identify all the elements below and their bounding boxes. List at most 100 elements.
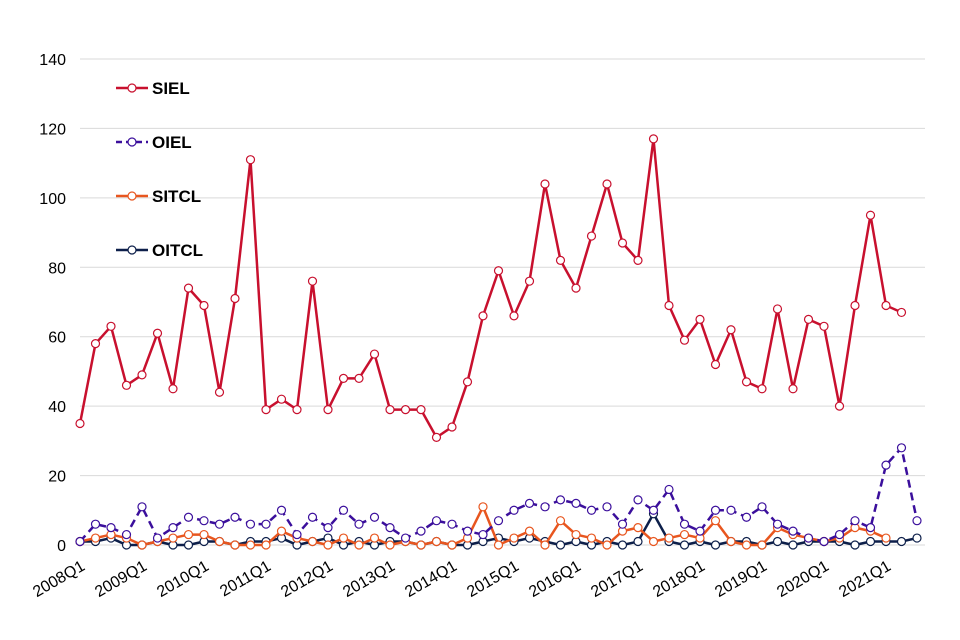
data-point: [245, 519, 256, 529]
data-point: [555, 255, 566, 265]
data-point: [323, 405, 333, 415]
data-point: [90, 339, 101, 349]
data-point: [757, 540, 767, 550]
y-tick-label: 120: [39, 121, 66, 138]
legend-label: SITCL: [152, 187, 201, 206]
gridlines: [80, 58, 925, 546]
legend-swatch-marker: [127, 191, 137, 201]
data-point: [369, 533, 380, 543]
data-point: [385, 405, 395, 415]
data-point: [710, 359, 721, 370]
data-point: [571, 529, 581, 540]
data-point: [602, 540, 612, 550]
x-tick-label: 2009Q1: [92, 558, 150, 601]
data-point: [261, 519, 271, 529]
data-point: [431, 516, 442, 526]
legend-swatch-marker: [127, 137, 137, 147]
legend: SIEL OIEL SITCL OITCL: [116, 79, 203, 260]
data-point: [292, 405, 302, 415]
series-line: [78, 137, 903, 439]
data-point: [261, 405, 271, 415]
data-point: [896, 536, 907, 547]
data-point: [788, 384, 798, 394]
data-point: [912, 516, 922, 526]
data-point: [447, 422, 457, 432]
data-point: [307, 536, 318, 547]
x-axis-ticks: 2008Q1 2009Q1 2010Q1 2011Q1 2012Q1 2013Q1 2014…: [30, 558, 894, 601]
data-point: [679, 519, 690, 529]
data-point: [679, 529, 690, 540]
legend-label: OIEL: [152, 133, 192, 152]
data-point: [152, 328, 163, 338]
data-point: [121, 529, 132, 540]
x-tick-label: 2021Q1: [836, 558, 894, 601]
data-point: [230, 293, 240, 304]
data-point: [168, 533, 178, 543]
data-point: [664, 533, 674, 543]
data-point: [245, 155, 256, 165]
data-point: [416, 540, 426, 550]
data-point: [183, 512, 194, 522]
data-point: [881, 300, 891, 311]
data-point: [137, 370, 147, 380]
data-point: [199, 300, 209, 311]
data-point: [276, 526, 287, 536]
data-point: [819, 536, 829, 547]
data-point: [679, 335, 690, 345]
data-point: [788, 540, 798, 550]
data-point: [152, 533, 163, 543]
data-point: [431, 536, 442, 547]
data-point: [75, 418, 85, 429]
y-tick-label: 20: [48, 469, 66, 486]
data-point: [772, 536, 783, 547]
legend-item-oiel: OIEL: [116, 133, 192, 152]
data-point: [617, 540, 628, 550]
legend-swatch-marker: [127, 245, 137, 255]
data-point: [741, 377, 752, 387]
data-point: [726, 505, 736, 515]
y-tick-label: 80: [48, 260, 66, 277]
data-point: [183, 540, 194, 550]
data-point: [571, 283, 581, 293]
data-point: [106, 321, 116, 331]
data-point: [586, 231, 597, 241]
data-point: [168, 384, 178, 394]
data-point: [338, 505, 349, 515]
data-point: [555, 540, 566, 550]
data-point: [447, 519, 457, 529]
data-point: [586, 533, 597, 543]
data-point: [354, 519, 364, 529]
data-point: [524, 498, 535, 508]
data-point: [896, 443, 907, 453]
data-point: [788, 526, 798, 536]
y-axis-ticks: 0 20 40 60 80 100 120 140: [39, 52, 66, 555]
data-point: [369, 349, 380, 359]
data-point: [865, 523, 876, 533]
x-tick-label: 2014Q1: [402, 558, 460, 601]
data-point: [493, 516, 504, 526]
data-point: [168, 523, 178, 533]
legend-swatch-marker: [127, 83, 137, 93]
data-point: [416, 526, 426, 536]
data-point: [819, 321, 829, 331]
data-point: [633, 255, 643, 265]
data-point: [478, 529, 488, 540]
data-point: [478, 311, 488, 321]
series-siel: [75, 134, 907, 442]
data-point: [106, 523, 116, 533]
data-point: [75, 536, 85, 547]
legend-item-siel: SIEL: [116, 79, 190, 98]
data-point: [199, 516, 209, 526]
data-point: [137, 502, 147, 512]
data-point: [509, 311, 519, 321]
y-tick-label: 140: [39, 52, 66, 69]
data-point: [865, 210, 876, 220]
data-point: [710, 516, 721, 526]
data-point: [741, 540, 752, 550]
data-point: [199, 529, 209, 540]
data-point: [648, 134, 659, 144]
data-point: [431, 432, 442, 442]
data-point: [617, 238, 628, 248]
data-point: [664, 300, 674, 311]
data-point: [292, 529, 302, 540]
